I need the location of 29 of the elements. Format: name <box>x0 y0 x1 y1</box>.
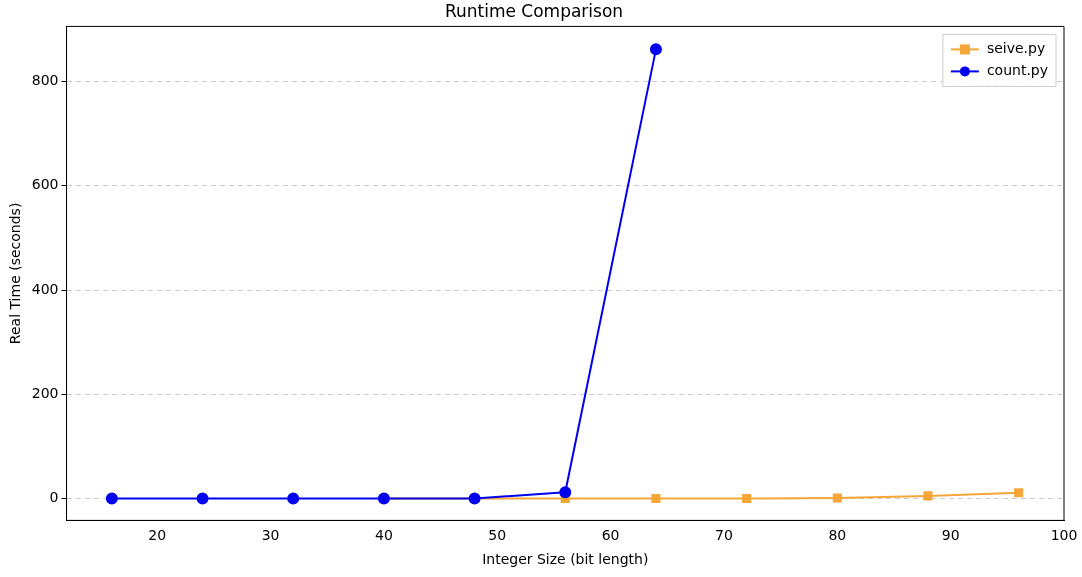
x-tick-label: 40 <box>374 527 393 544</box>
x-tick-label: 80 <box>828 527 847 544</box>
point <box>923 491 933 501</box>
y-tick-label: 400 <box>31 280 59 297</box>
x-axis-title: Integer Size (bit length) <box>482 551 649 568</box>
legend-label: seive.py <box>986 40 1046 57</box>
y-tick-label: 0 <box>49 489 59 506</box>
y-axis-title: Real Time (seconds) <box>7 202 24 345</box>
x-tick-label: 50 <box>488 527 507 544</box>
legend-label: count.py <box>986 62 1048 79</box>
chart-title: Runtime Comparison <box>444 0 624 21</box>
x-tick-label: 60 <box>601 527 620 544</box>
point <box>649 43 662 56</box>
point <box>651 493 661 504</box>
point <box>1014 488 1024 498</box>
point <box>105 492 118 505</box>
y-tick-label: 200 <box>31 384 59 401</box>
y-tick-label: 800 <box>31 72 59 89</box>
point <box>196 492 209 505</box>
x-tick-label: 20 <box>148 527 167 544</box>
point <box>287 492 300 505</box>
x-tick-label: 30 <box>261 527 280 544</box>
x-tick-label: 70 <box>715 527 733 544</box>
x-tick-label: 90 <box>941 527 960 544</box>
point <box>559 486 572 499</box>
point <box>832 493 842 503</box>
point <box>742 493 752 504</box>
x-tick-label: 100 <box>1050 527 1078 544</box>
y-tick-label: 600 <box>31 176 59 193</box>
